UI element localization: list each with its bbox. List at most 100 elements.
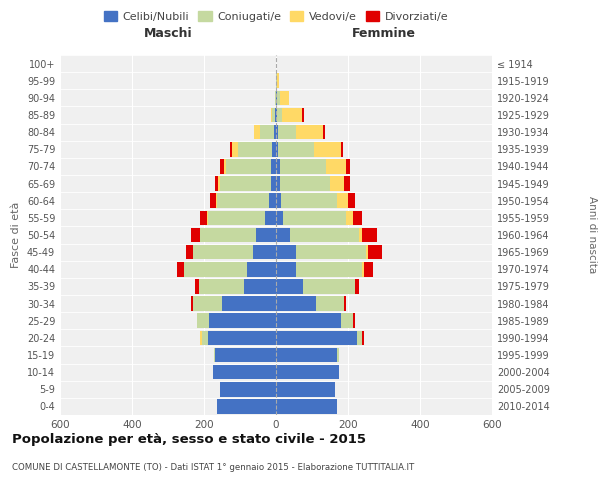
Bar [368, 245, 382, 260]
Bar [276, 142, 278, 156]
Bar [244, 279, 276, 293]
Bar [366, 245, 368, 260]
Bar [316, 296, 344, 311]
Bar [362, 330, 364, 345]
Bar [232, 142, 238, 156]
Bar [274, 125, 276, 140]
Bar [296, 262, 362, 276]
Bar [222, 296, 276, 311]
Bar [265, 210, 276, 225]
Bar [191, 296, 193, 311]
Bar [276, 90, 277, 105]
Bar [344, 296, 346, 311]
Bar [323, 125, 325, 140]
Bar [276, 159, 280, 174]
Bar [303, 279, 355, 293]
Bar [348, 194, 355, 208]
Bar [202, 330, 208, 345]
Bar [200, 330, 202, 345]
Bar [276, 262, 296, 276]
Bar [215, 176, 218, 191]
Bar [276, 382, 335, 396]
Bar [302, 108, 304, 122]
Bar [353, 314, 355, 328]
Bar [238, 142, 272, 156]
Bar [341, 314, 353, 328]
Text: Anni di nascita: Anni di nascita [587, 196, 597, 274]
Bar [326, 159, 346, 174]
Bar [346, 210, 353, 225]
Bar [186, 245, 193, 260]
Bar [193, 296, 222, 311]
Bar [276, 210, 283, 225]
Text: Maschi: Maschi [143, 27, 193, 40]
Bar [197, 314, 209, 328]
Bar [253, 245, 276, 260]
Bar [364, 262, 373, 276]
Bar [276, 279, 303, 293]
Bar [362, 262, 364, 276]
Bar [280, 90, 289, 105]
Bar [278, 125, 296, 140]
Bar [218, 176, 220, 191]
Bar [344, 176, 350, 191]
Bar [276, 125, 278, 140]
Bar [276, 176, 280, 191]
Bar [207, 210, 208, 225]
Bar [277, 74, 278, 88]
Bar [271, 108, 272, 122]
Bar [271, 176, 276, 191]
Bar [276, 365, 339, 380]
Bar [220, 382, 276, 396]
Bar [208, 330, 276, 345]
Bar [357, 330, 362, 345]
Bar [220, 159, 224, 174]
Bar [272, 142, 276, 156]
Bar [269, 194, 276, 208]
Bar [211, 194, 216, 208]
Bar [200, 210, 207, 225]
Bar [271, 159, 276, 174]
Bar [341, 142, 343, 156]
Bar [209, 314, 276, 328]
Bar [275, 108, 276, 122]
Bar [215, 348, 276, 362]
Bar [290, 228, 359, 242]
Bar [217, 399, 276, 413]
Bar [281, 194, 337, 208]
Bar [276, 296, 316, 311]
Bar [277, 108, 282, 122]
Bar [247, 262, 276, 276]
Bar [296, 125, 323, 140]
Bar [254, 125, 260, 140]
Bar [226, 159, 271, 174]
Bar [282, 108, 302, 122]
Bar [256, 228, 276, 242]
Bar [195, 279, 199, 293]
Bar [199, 279, 244, 293]
Bar [337, 194, 348, 208]
Bar [276, 330, 357, 345]
Bar [217, 194, 269, 208]
Bar [353, 210, 362, 225]
Bar [260, 125, 274, 140]
Bar [280, 159, 326, 174]
Bar [276, 228, 290, 242]
Bar [276, 245, 296, 260]
Bar [214, 348, 215, 362]
Bar [362, 228, 377, 242]
Bar [276, 348, 337, 362]
Text: Femmine: Femmine [352, 27, 416, 40]
Bar [276, 314, 341, 328]
Bar [296, 245, 366, 260]
Legend: Celibi/Nubili, Coniugati/e, Vedovi/e, Divorziati/e: Celibi/Nubili, Coniugati/e, Vedovi/e, Di… [100, 8, 452, 25]
Bar [346, 159, 350, 174]
Bar [314, 142, 341, 156]
Bar [330, 176, 344, 191]
Bar [276, 399, 337, 413]
Bar [355, 279, 359, 293]
Bar [278, 142, 314, 156]
Y-axis label: Fasce di età: Fasce di età [11, 202, 21, 268]
Bar [200, 228, 256, 242]
Bar [220, 176, 271, 191]
